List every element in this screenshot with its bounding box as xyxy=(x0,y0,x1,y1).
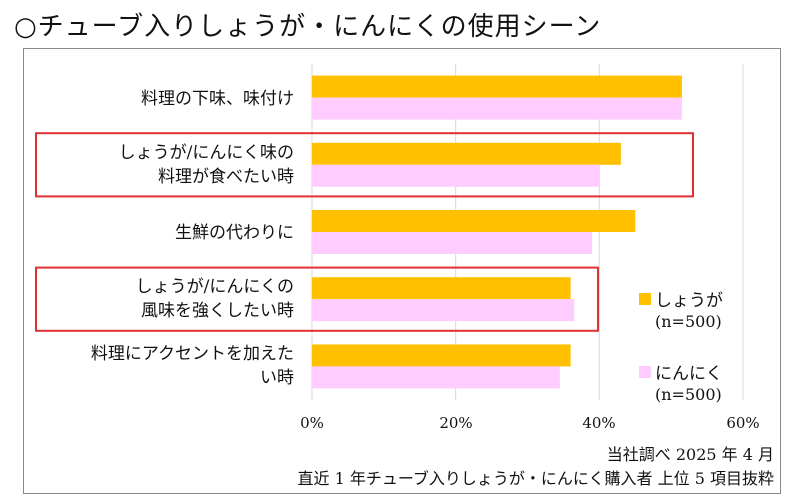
bar-garlic xyxy=(312,232,593,254)
bar-garlic xyxy=(312,366,560,389)
category-label: 料理の下味、味付け xyxy=(141,89,294,109)
legend-sample-ginger: (n=500) xyxy=(655,312,722,331)
legend-swatch-ginger xyxy=(639,292,651,305)
legend-label-ginger: しょうが xyxy=(655,291,723,311)
category-label: 料理にアクセントを加えた い時 xyxy=(90,344,294,388)
bar-garlic xyxy=(312,164,600,187)
bar-garlic xyxy=(312,97,682,120)
bar-ginger xyxy=(312,210,636,232)
category-label: 生鮮の代わりに xyxy=(175,223,294,243)
category-label: しょうが/にんにく味の 料理が食べたい時 xyxy=(118,143,294,187)
legend-item-garlic: にんにく xyxy=(639,359,723,384)
category-label: しょうが/にんにくの 風味を強くしたい時 xyxy=(135,277,294,321)
x-tick-label: 40% xyxy=(582,414,616,432)
highlight-box xyxy=(35,132,694,198)
bar-ginger xyxy=(312,75,682,98)
highlight-box xyxy=(35,266,599,332)
x-tick-label: 0% xyxy=(300,414,324,432)
legend-sample-garlic: (n=500) xyxy=(655,385,722,404)
scope-note: 直近 1 年チューブ入りしょうが・にんにく購入者 上位 5 項目抜粋 xyxy=(297,469,774,488)
source-note: 当社調べ 2025 年 4 月 xyxy=(606,445,774,464)
bar-ginger xyxy=(312,344,571,367)
x-tick-label: 60% xyxy=(726,414,760,432)
legend-item-ginger: しょうが xyxy=(639,286,723,311)
x-tick-label: 20% xyxy=(439,414,473,432)
page-title: ○チューブ入りしょうが・にんにくの使用シーン xyxy=(14,12,602,42)
bar-ginger xyxy=(312,277,571,300)
chart-frame xyxy=(23,48,781,494)
legend-swatch-garlic xyxy=(639,365,651,378)
legend-label-garlic: にんにく xyxy=(655,364,723,384)
bar-garlic xyxy=(312,299,575,322)
bar-ginger xyxy=(312,142,621,165)
